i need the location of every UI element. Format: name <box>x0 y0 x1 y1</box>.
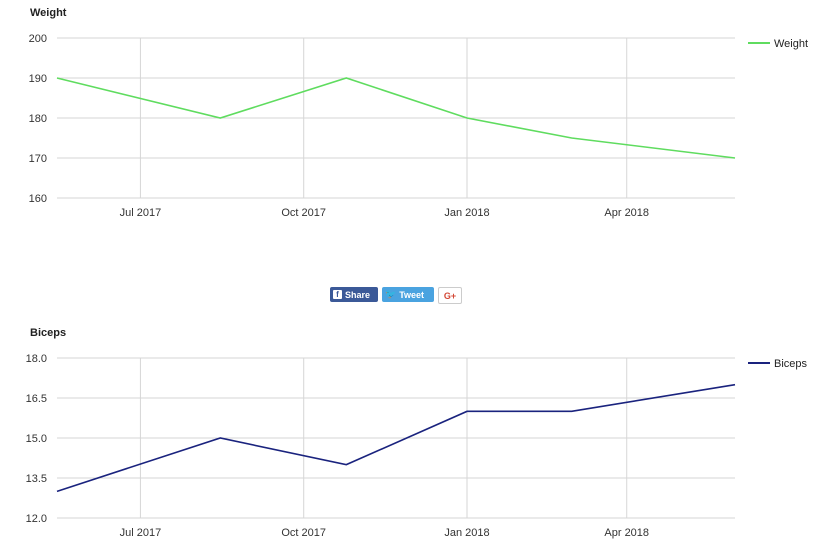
weight-y-tick-label: 180 <box>29 113 47 125</box>
weight-y-tick-label: 160 <box>29 193 47 205</box>
weight-x-tick-label: Oct 2017 <box>281 207 326 219</box>
weight-x-tick-label: Apr 2018 <box>604 207 649 219</box>
biceps-x-tick-label: Jan 2018 <box>444 527 489 539</box>
weight-chart: Weight 160 170 180 190 200 Jul 2017 Oct 2017 Ja… <box>0 0 820 240</box>
biceps-chart-title: Biceps <box>30 327 67 339</box>
biceps-y-tick-label: 15.0 <box>26 433 47 445</box>
biceps-y-tick-label: 18.0 <box>26 353 47 365</box>
facebook-share-label: Share <box>345 289 371 300</box>
weight-legend-label: Weight <box>774 38 808 50</box>
google-plus-button[interactable]: G+ <box>438 287 462 304</box>
weight-series-line <box>56 77 736 159</box>
biceps-y-tick-label: 16.5 <box>26 393 47 405</box>
google-plus-label: G+ <box>443 290 457 301</box>
biceps-x-tick-label: Apr 2018 <box>604 527 649 539</box>
facebook-share-button[interactable]: f Share <box>330 287 378 302</box>
weight-y-tick-label: 200 <box>29 33 47 45</box>
share-bar: f Share 🐦 Tweet G+ <box>330 287 462 304</box>
weight-y-tick-label: 170 <box>29 153 47 165</box>
biceps-chart-plot: 12.0 13.5 15.0 16.5 18.0 Jul 2017 Oct 2017 Jan … <box>26 353 808 539</box>
biceps-y-tick-label: 13.5 <box>26 473 47 485</box>
twitter-bird-icon: 🐦 <box>385 289 397 299</box>
biceps-x-tick-label: Oct 2017 <box>281 527 326 539</box>
twitter-tweet-label: Tweet <box>399 289 425 300</box>
biceps-series-line <box>56 383 736 493</box>
biceps-x-tick-label: Jul 2017 <box>120 527 162 539</box>
twitter-tweet-button[interactable]: 🐦 Tweet <box>382 287 434 302</box>
biceps-legend-label: Biceps <box>774 358 808 370</box>
weight-chart-title: Weight <box>30 7 67 19</box>
weight-chart-plot: 160 170 180 190 200 Jul 2017 Oct 2017 Jan 2018 A… <box>29 33 808 219</box>
weight-y-tick-label: 190 <box>29 73 47 85</box>
biceps-y-tick-label: 12.0 <box>26 513 47 525</box>
facebook-icon: f <box>333 290 342 299</box>
weight-x-tick-label: Jan 2018 <box>444 207 489 219</box>
biceps-chart: Biceps 12.0 13.5 15.0 16.5 18.0 Jul 2017 Oct 2… <box>0 320 820 550</box>
weight-x-tick-label: Jul 2017 <box>120 207 162 219</box>
